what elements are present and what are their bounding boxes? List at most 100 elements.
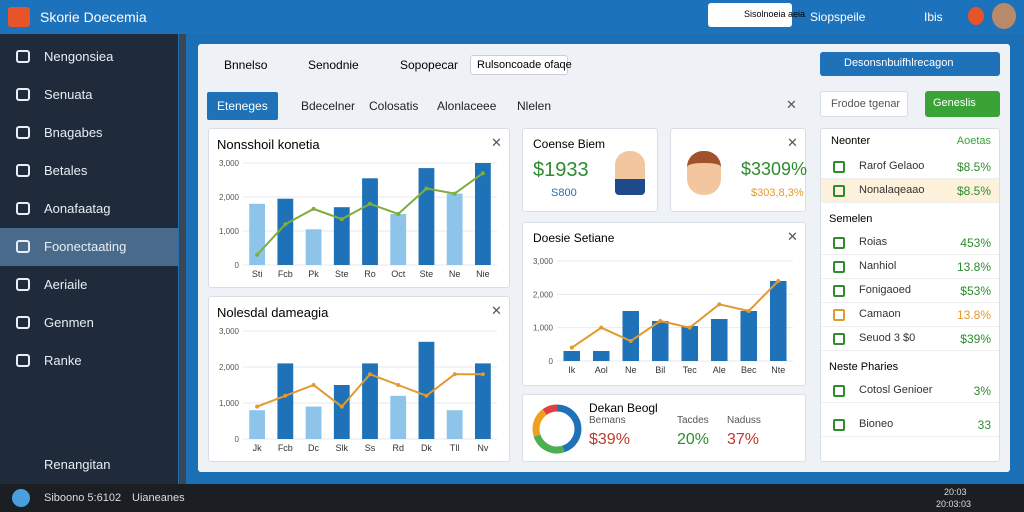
list-row[interactable]: Seuod 3 $0 $39% xyxy=(821,327,999,351)
y-tick-label: 0 xyxy=(235,435,240,444)
nav-item[interactable]: Bnagabes xyxy=(0,114,178,152)
donut-segment xyxy=(532,409,547,437)
line-point xyxy=(283,393,288,398)
bar xyxy=(681,326,699,361)
y-tick-label: 3,000 xyxy=(219,159,240,168)
line-point xyxy=(569,345,574,350)
sub-tab[interactable]: Alonlaceee xyxy=(437,99,497,113)
row-label: Nanhiol xyxy=(859,260,897,272)
x-tick-label: Fcb xyxy=(278,443,293,453)
close-icon[interactable]: ✕ xyxy=(787,229,798,244)
row-icon xyxy=(833,333,845,345)
clock-date: 20:03:03 xyxy=(936,499,972,509)
sub-tab[interactable]: Colosatis xyxy=(369,99,419,113)
row-label: Fonigaoed xyxy=(859,284,911,296)
nav-icon xyxy=(16,316,30,329)
user-name[interactable]: Ibis xyxy=(924,10,943,24)
line-point xyxy=(368,201,372,206)
sub-tab[interactable]: Nlelen xyxy=(517,99,552,113)
x-tick-label: Nv xyxy=(477,443,488,453)
close-icon[interactable]: ✕ xyxy=(786,97,797,112)
x-tick-label: Sti xyxy=(252,269,263,279)
card-sub: S800 xyxy=(551,187,577,199)
row-icon xyxy=(833,185,845,197)
close-icon[interactable]: ✕ xyxy=(491,303,502,318)
row-label: Rarof Gelaoo xyxy=(859,160,925,172)
row-label: Bioneo xyxy=(859,418,894,430)
donut-segment xyxy=(533,434,565,454)
list-header: Aoetas xyxy=(956,135,991,147)
list-row[interactable]: Rarof Gelaoo $8.5% xyxy=(821,155,999,179)
row-value: 453% xyxy=(960,236,991,250)
x-tick-label: Ste xyxy=(335,269,349,279)
action-button[interactable]: Geneslis xyxy=(925,91,1000,117)
nav-item[interactable]: Ranke xyxy=(0,342,178,380)
close-icon[interactable]: ✕ xyxy=(787,135,798,150)
row-value: $53% xyxy=(960,284,991,298)
list-row[interactable]: Nonalaqeaao $8.5% xyxy=(821,179,999,203)
close-icon[interactable]: ✕ xyxy=(491,135,502,150)
stat-value: 20% xyxy=(677,431,710,448)
x-tick-label: Aol xyxy=(595,365,608,375)
nav-item[interactable]: Genmen xyxy=(0,304,178,342)
nav-item[interactable]: Senuata xyxy=(0,76,178,114)
x-tick-label: Ale xyxy=(713,365,726,375)
y-tick-label: 2,000 xyxy=(219,193,240,202)
nav-item[interactable]: Aeriaile xyxy=(0,266,178,304)
x-tick-label: Ss xyxy=(365,443,376,453)
list-row[interactable]: Fonigaoed $53% xyxy=(821,279,999,303)
list-row[interactable]: Roias 453% xyxy=(821,231,999,255)
card-sub: $303,8,3% xyxy=(751,187,804,199)
list-row[interactable]: Nanhiol 13.8% xyxy=(821,255,999,279)
donut-segment xyxy=(542,404,558,415)
list-row[interactable]: Camaon 13.8% xyxy=(821,303,999,327)
list-row[interactable]: Bioneo 33 xyxy=(821,413,999,437)
x-tick-label: Jk xyxy=(253,443,263,453)
row-value: 13.8% xyxy=(956,308,991,322)
row-icon xyxy=(833,385,845,397)
row-label: Nonalaqeaao xyxy=(859,184,925,196)
line-point xyxy=(283,222,288,227)
toolbar-tab[interactable]: Sopopecar xyxy=(400,58,459,72)
section-title: Neste Pharies xyxy=(829,361,899,373)
start-icon[interactable] xyxy=(12,489,30,507)
toolbar: Bnnelso Senodnie Sopopecar xyxy=(208,54,808,78)
search-label[interactable]: Siopspeile xyxy=(810,10,866,24)
stat-value: $39% xyxy=(589,431,630,448)
y-tick-label: 3,000 xyxy=(219,327,240,336)
chart-card: Nolesdal dameagia ✕ 0 1,000 2,000 3,000 Jk Fc… xyxy=(208,296,510,462)
nav-item[interactable]: Aonafaatag xyxy=(0,190,178,228)
toolbar-tab[interactable]: Bnnelso xyxy=(224,58,268,72)
y-tick-label: 1,000 xyxy=(533,324,554,333)
bar xyxy=(390,395,407,439)
section-title: Semelen xyxy=(829,213,873,225)
nav-item[interactable]: Betales xyxy=(0,152,178,190)
line-point xyxy=(452,191,457,196)
filter-button[interactable]: Frodoe tgenar xyxy=(820,91,908,117)
nav-icon xyxy=(16,88,30,101)
taskbar-app[interactable]: Uianeanes xyxy=(132,492,185,504)
bar xyxy=(418,341,435,439)
chart-title: Nolesdal dameagia xyxy=(217,305,329,320)
line-point xyxy=(480,171,485,176)
donut-segment xyxy=(556,404,582,453)
sub-tab[interactable]: Bdecelner xyxy=(301,99,356,113)
list-row[interactable]: Cotosl Genioer 3% xyxy=(821,379,999,403)
line-point xyxy=(480,372,485,377)
nav-icon xyxy=(16,50,30,63)
nav-item[interactable]: Foonectaating xyxy=(0,228,178,266)
sub-tab[interactable]: Eteneges xyxy=(207,92,278,120)
toolbar-tab[interactable]: Senodnie xyxy=(308,58,359,72)
notice[interactable]: Sisolnoeia aeia xyxy=(708,3,805,27)
avatar xyxy=(687,151,721,195)
nav-footer[interactable]: Renangitan xyxy=(44,457,111,472)
avatar[interactable] xyxy=(992,3,1016,29)
search-box[interactable]: Rulsoncoade ofaqe xyxy=(470,55,572,75)
nav-icon xyxy=(16,240,30,253)
bar xyxy=(277,198,294,265)
primary-button[interactable]: Desonsnbuifhlrecagon xyxy=(820,52,1000,76)
sidebar: Nengonsiea Senuata Bnagabes Betales Aonafaat… xyxy=(0,34,178,484)
x-tick-label: Pk xyxy=(308,269,319,279)
nav-item[interactable]: Nengonsiea xyxy=(0,38,178,76)
row-icon xyxy=(833,419,845,431)
